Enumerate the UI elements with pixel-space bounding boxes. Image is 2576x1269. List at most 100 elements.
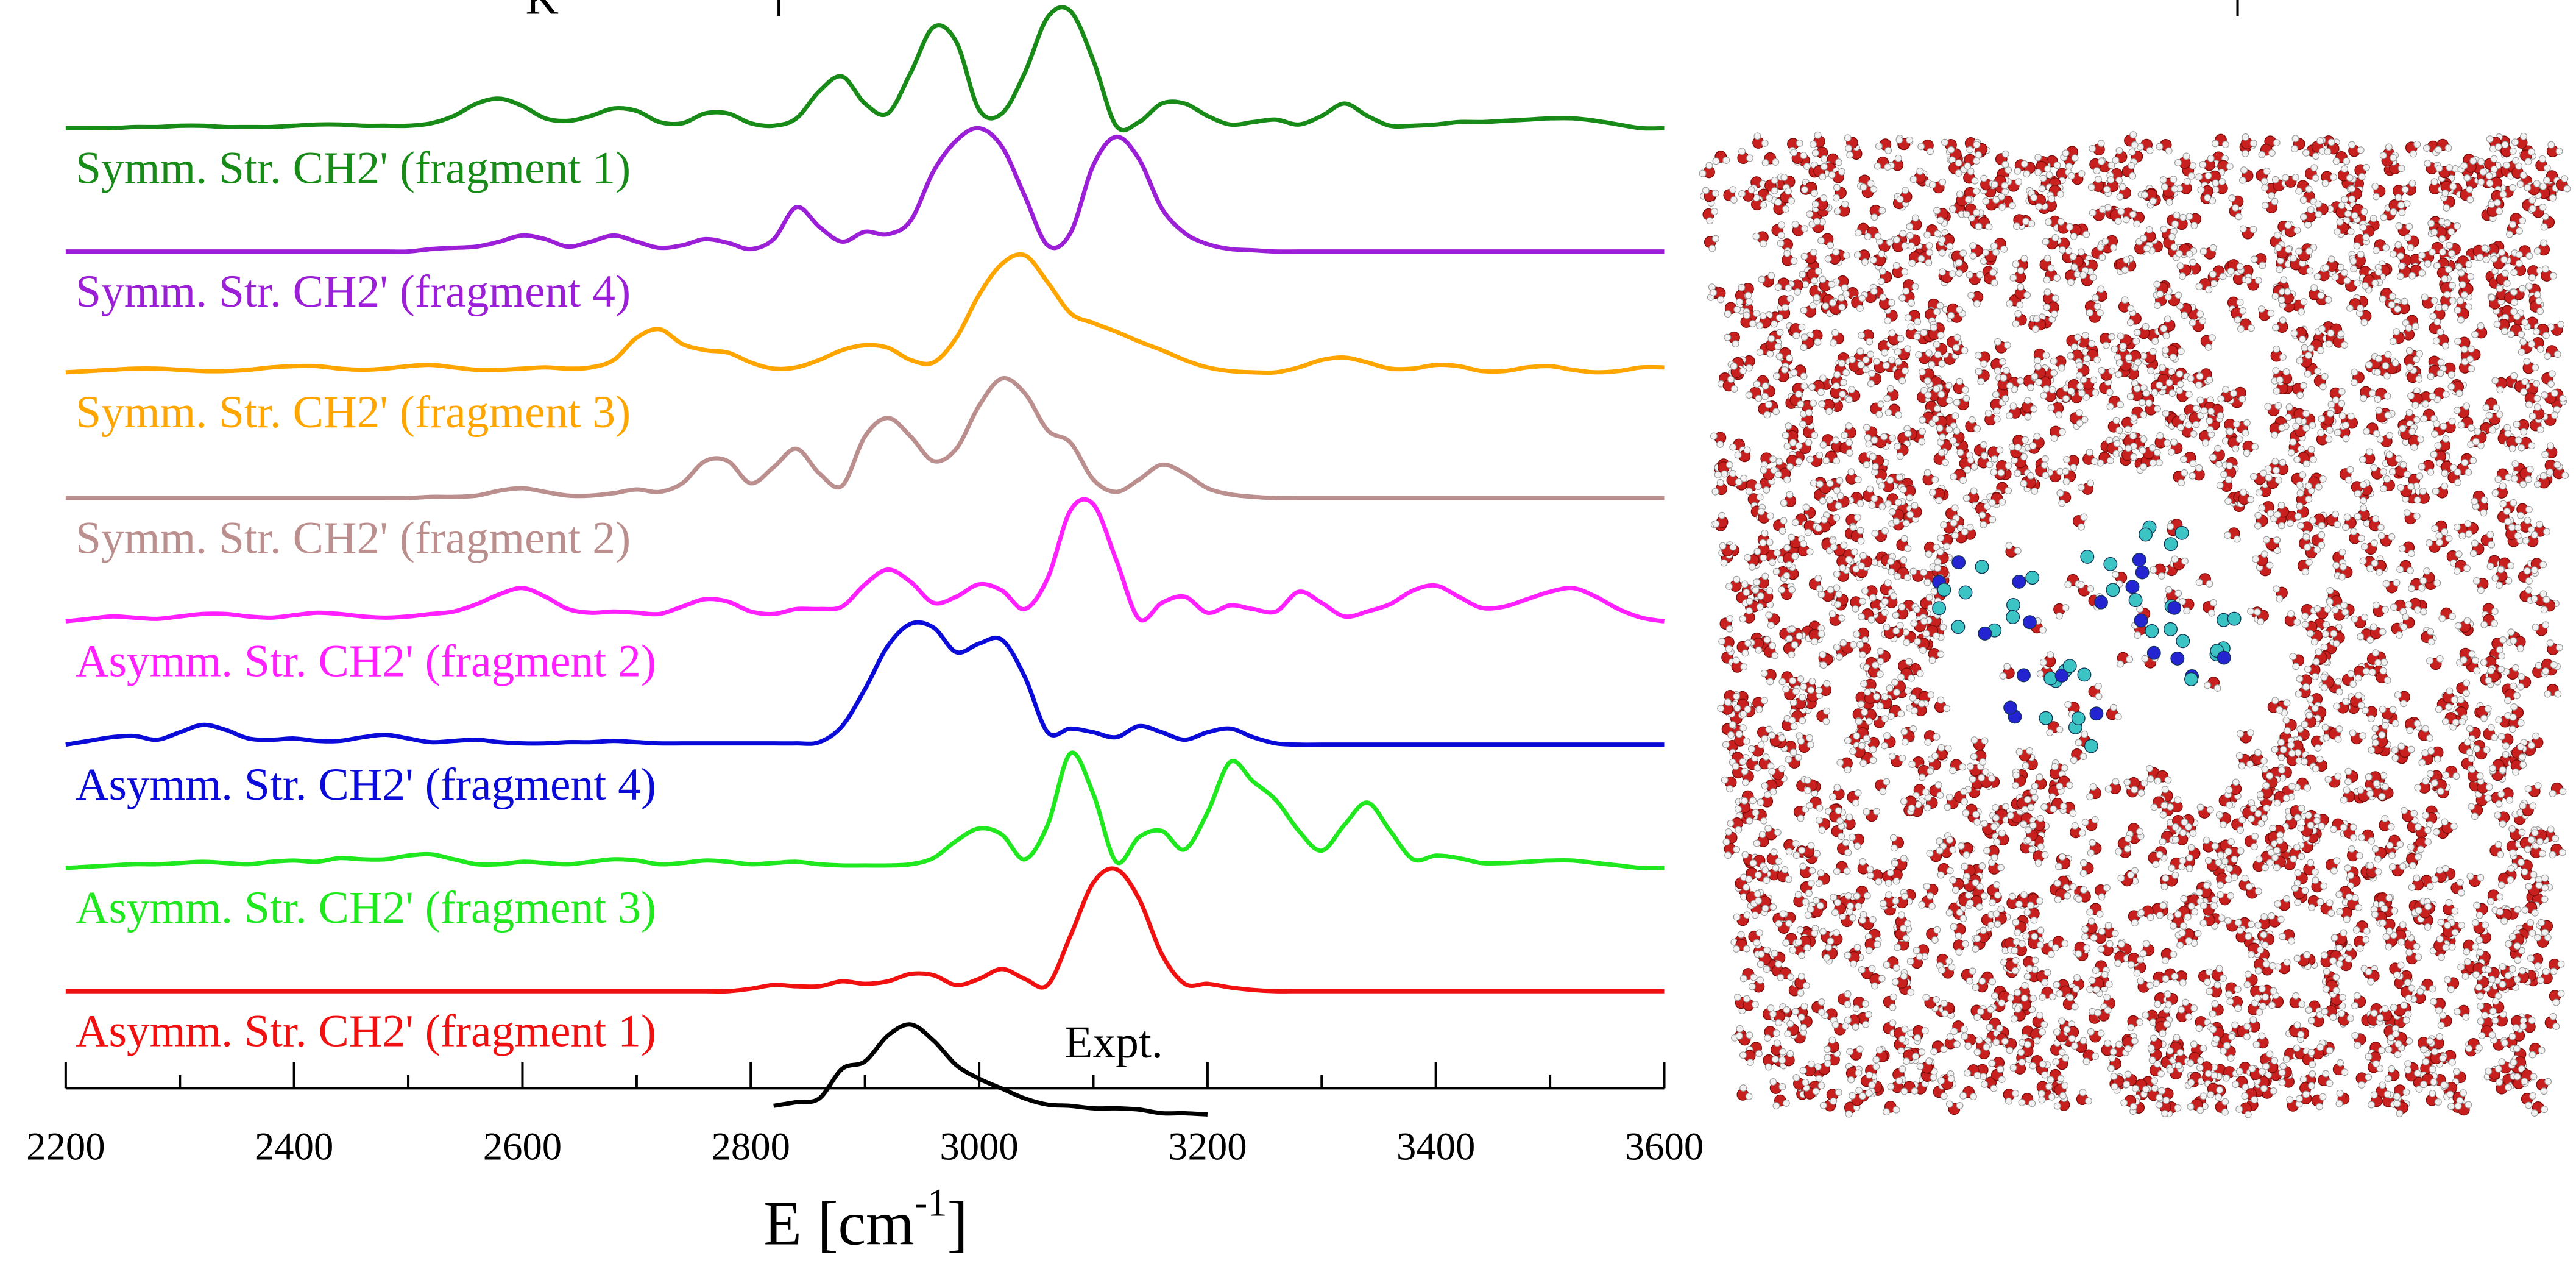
water-h [2510, 726, 2516, 733]
water-h [2401, 624, 2407, 630]
water-h [2531, 567, 2538, 574]
water-h [2549, 791, 2556, 797]
water-h [2270, 825, 2276, 832]
water-h [1706, 162, 1713, 169]
water-h [2115, 218, 2121, 225]
water-h [1834, 784, 1841, 791]
water-h [2341, 342, 2348, 349]
water-h [2336, 726, 2343, 733]
water-h [1976, 272, 1983, 279]
water-h [2162, 1110, 2168, 1117]
water-h [2056, 411, 2062, 418]
water-h [2560, 396, 2566, 402]
water-h [2419, 759, 2426, 766]
water-h [1833, 458, 1840, 464]
water-h [2419, 252, 2426, 258]
water-h [2093, 986, 2100, 993]
water-h [1874, 358, 1880, 365]
water-h [1917, 168, 1923, 175]
water-h [2273, 467, 2280, 474]
water-h [2499, 653, 2505, 659]
water-h [2349, 196, 2355, 202]
water-h [1738, 931, 1744, 938]
water-h [1817, 870, 1824, 876]
water-h [2042, 456, 2048, 463]
water-h [1989, 1060, 1995, 1067]
water-h [2169, 390, 2176, 397]
water-h [1950, 519, 1957, 526]
water-h [1818, 999, 1825, 1006]
water-h [2336, 945, 2343, 951]
water-h [2115, 848, 2122, 855]
water-h [2255, 967, 2262, 974]
water-h [1856, 1046, 1863, 1053]
water-h [2001, 182, 2008, 189]
water-h [1991, 456, 1998, 463]
water-h [2373, 247, 2379, 254]
water-h [1911, 620, 1917, 627]
water-h [2137, 978, 2144, 984]
water-h [2292, 135, 2299, 142]
water-h [2541, 240, 2547, 246]
water-h [2529, 205, 2536, 212]
water-h [2092, 817, 2098, 823]
water-h [2303, 684, 2310, 691]
water-h [2521, 869, 2528, 875]
water-h [2422, 400, 2429, 407]
water-h [2175, 292, 2182, 299]
water-h [2422, 1059, 2429, 1065]
water-h [2550, 1013, 2557, 1020]
water-h [1855, 790, 1861, 797]
water-h [2325, 776, 2332, 783]
water-h [2328, 139, 2335, 146]
water-h [2061, 765, 2068, 772]
water-h [2477, 949, 2483, 956]
water-h [1727, 820, 1734, 826]
water-h [1770, 456, 1777, 463]
water-h [1919, 428, 1926, 435]
water-h [1820, 441, 1827, 448]
water-h [2190, 431, 2197, 438]
water-h [1969, 968, 1976, 975]
water-h [2468, 273, 2474, 280]
water-h [1917, 670, 1923, 677]
water-h [2237, 730, 2243, 737]
water-h [1883, 962, 1890, 969]
water-h [2021, 160, 2028, 167]
water-h [1961, 863, 1968, 870]
water-h [1816, 481, 1823, 488]
water-h [1896, 474, 1903, 481]
water-h [2017, 283, 2024, 290]
water-h [2039, 1029, 2046, 1036]
water-h [1972, 946, 1979, 953]
water-h [2046, 172, 2053, 179]
water-h [2031, 917, 2037, 923]
water-h [1961, 347, 1968, 354]
water-h [2065, 701, 2072, 708]
water-h [1725, 852, 1732, 859]
water-h [1820, 1102, 1827, 1109]
water-h [2221, 471, 2227, 478]
water-h [2365, 773, 2372, 780]
water-h [1905, 545, 1911, 552]
water-h [1926, 243, 1933, 249]
water-h [2394, 306, 2401, 313]
water-h [1827, 497, 1833, 503]
water-h [1813, 294, 1820, 301]
water-h [1969, 416, 1975, 423]
water-h [2040, 627, 2047, 633]
water-h [2317, 138, 2324, 144]
water-h [1816, 817, 1822, 823]
water-h [2518, 512, 2524, 519]
water-h [1815, 575, 1822, 582]
water-h [2361, 319, 2368, 326]
water-h [2328, 256, 2335, 263]
water-h [2261, 914, 2268, 920]
water-h [1810, 249, 1817, 256]
water-h [2217, 882, 2224, 889]
water-h [2015, 179, 2022, 185]
water-h [2429, 393, 2436, 400]
water-h [1860, 552, 1867, 559]
water-h [2481, 621, 2488, 628]
water-h [2519, 285, 2525, 292]
